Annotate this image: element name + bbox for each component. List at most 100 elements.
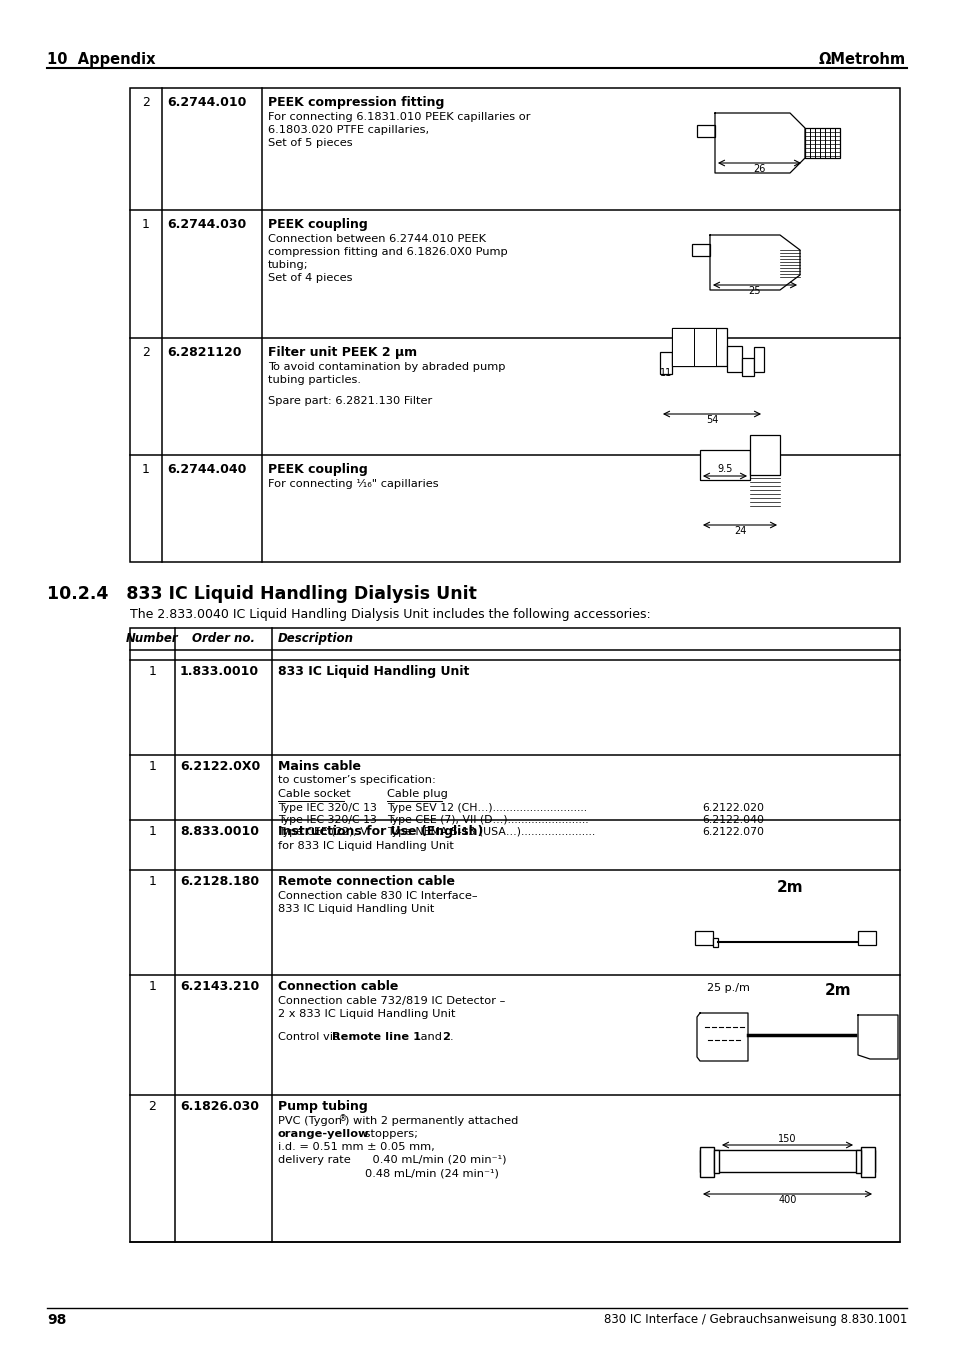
Text: i.d. = 0.51 mm ± 0.05 mm,: i.d. = 0.51 mm ± 0.05 mm,: [277, 1142, 435, 1152]
Bar: [693, 328, 716, 366]
Bar: [700, 1147, 713, 1177]
Bar: [861, 1147, 874, 1177]
Text: 6.1826.030: 6.1826.030: [180, 1100, 258, 1113]
Text: delivery rate      0.40 mL/min (20 min⁻¹): delivery rate 0.40 mL/min (20 min⁻¹): [277, 1155, 506, 1165]
Text: Type CEE (7), VII (D…)........................: Type CEE (7), VII (D…)..................…: [387, 815, 588, 825]
Text: stoppers;: stoppers;: [360, 1129, 417, 1139]
Text: 2: 2: [149, 1100, 156, 1113]
Text: Instructions for Use (English): Instructions for Use (English): [277, 825, 483, 838]
Text: Type IEC 320/C 13: Type IEC 320/C 13: [277, 815, 376, 825]
Text: Cable socket: Cable socket: [277, 789, 351, 798]
Text: 11: 11: [659, 367, 672, 378]
Text: Type CEE (22), V: Type CEE (22), V: [277, 827, 368, 838]
Text: 6.1803.020 PTFE capillaries,: 6.1803.020 PTFE capillaries,: [268, 126, 429, 135]
Text: 6.2744.010: 6.2744.010: [167, 96, 246, 109]
Text: 1: 1: [142, 463, 150, 476]
Bar: [726, 346, 741, 372]
Text: Connection between 6.2744.010 PEEK: Connection between 6.2744.010 PEEK: [268, 234, 485, 245]
Text: 830 IC Interface / Gebrauchsanweisung 8.830.1001: 830 IC Interface / Gebrauchsanweisung 8.…: [603, 1313, 906, 1325]
Text: and: and: [416, 1032, 445, 1042]
Text: Connection cable 732/819 IC Detector –: Connection cable 732/819 IC Detector –: [277, 996, 505, 1006]
Bar: [753, 347, 763, 372]
Bar: [741, 358, 753, 376]
Bar: [130, 628, 899, 1242]
Text: orange-yellow: orange-yellow: [277, 1129, 369, 1139]
Text: Type SEV 12 (CH…)............................: Type SEV 12 (CH…).......................…: [387, 802, 586, 813]
Text: for 833 IC Liquid Handling Unit: for 833 IC Liquid Handling Unit: [277, 842, 454, 851]
Text: Pump tubing: Pump tubing: [277, 1100, 367, 1113]
Text: 98: 98: [47, 1313, 67, 1327]
Text: 6.2128.180: 6.2128.180: [180, 875, 259, 888]
Text: ΩMetrohm: ΩMetrohm: [818, 51, 905, 68]
Text: 833 IC Liquid Handling Unit: 833 IC Liquid Handling Unit: [277, 904, 434, 915]
Text: 10.2.4   833 IC Liquid Handling Dialysis Unit: 10.2.4 833 IC Liquid Handling Dialysis U…: [47, 585, 476, 603]
Text: tubing;: tubing;: [268, 259, 309, 270]
Text: 2: 2: [142, 346, 150, 359]
Text: Type IEC 320/C 13: Type IEC 320/C 13: [277, 802, 376, 813]
Text: 1: 1: [149, 875, 156, 888]
Text: 833 IC Liquid Handling Unit: 833 IC Liquid Handling Unit: [277, 665, 469, 678]
Text: compression fitting and 6.1826.0X0 Pump: compression fitting and 6.1826.0X0 Pump: [268, 247, 507, 257]
Text: 24: 24: [733, 526, 745, 536]
Text: 6.2122.020: 6.2122.020: [701, 802, 763, 813]
Text: 1: 1: [149, 825, 156, 838]
Text: 2m: 2m: [823, 984, 850, 998]
Bar: [659, 353, 671, 374]
Text: 2: 2: [441, 1032, 450, 1042]
Text: 1: 1: [149, 979, 156, 993]
Polygon shape: [714, 113, 804, 173]
Bar: [671, 328, 693, 366]
Text: 2: 2: [142, 96, 150, 109]
Text: .: .: [450, 1032, 453, 1042]
Text: Remote line 1: Remote line 1: [332, 1032, 420, 1042]
Text: 6.2122.070: 6.2122.070: [701, 827, 763, 838]
Text: 6.2821120: 6.2821120: [167, 346, 241, 359]
Text: 1: 1: [149, 665, 156, 678]
Text: Cable plug: Cable plug: [387, 789, 447, 798]
Bar: [697, 126, 714, 136]
Text: 6.2143.210: 6.2143.210: [180, 979, 259, 993]
Text: 6.2122.0X0: 6.2122.0X0: [180, 761, 260, 773]
Text: 10  Appendix: 10 Appendix: [47, 51, 155, 68]
Text: To avoid contamination by abraded pump: To avoid contamination by abraded pump: [268, 362, 505, 372]
Text: 1.833.0010: 1.833.0010: [180, 665, 259, 678]
Text: 25: 25: [748, 286, 760, 296]
Polygon shape: [857, 1015, 897, 1059]
Polygon shape: [697, 1013, 747, 1061]
Text: Connection cable: Connection cable: [277, 979, 398, 993]
Polygon shape: [709, 235, 800, 290]
Text: PEEK coupling: PEEK coupling: [268, 463, 367, 476]
Text: ) with 2 permanently attached: ) with 2 permanently attached: [345, 1116, 517, 1125]
Text: Control via: Control via: [277, 1032, 343, 1042]
Text: tubing particles.: tubing particles.: [268, 376, 360, 385]
Text: PVC (Tygon: PVC (Tygon: [277, 1116, 341, 1125]
Text: Set of 5 pieces: Set of 5 pieces: [268, 138, 353, 149]
Text: Number: Number: [126, 632, 178, 644]
Text: 54: 54: [705, 415, 718, 426]
Text: 6.2122.040: 6.2122.040: [701, 815, 763, 825]
Text: For connecting 6.1831.010 PEEK capillaries or: For connecting 6.1831.010 PEEK capillari…: [268, 112, 530, 122]
Bar: [700, 450, 749, 480]
Bar: [749, 435, 780, 476]
Text: Description: Description: [277, 632, 354, 644]
Bar: [700, 1150, 874, 1173]
Text: 6.2744.040: 6.2744.040: [167, 463, 246, 476]
Text: Spare part: 6.2821.130 Filter: Spare part: 6.2821.130 Filter: [268, 396, 432, 407]
Text: Mains cable: Mains cable: [277, 761, 360, 773]
Text: The 2.833.0040 IC Liquid Handling Dialysis Unit includes the following accessori: The 2.833.0040 IC Liquid Handling Dialys…: [130, 608, 650, 621]
Bar: [712, 938, 718, 947]
Text: For connecting ¹⁄₁₆" capillaries: For connecting ¹⁄₁₆" capillaries: [268, 480, 438, 489]
Bar: [804, 128, 840, 158]
Text: 150: 150: [778, 1133, 796, 1144]
Text: 2m: 2m: [776, 880, 802, 894]
Text: to customer’s specification:: to customer’s specification:: [277, 775, 436, 785]
Bar: [691, 245, 709, 255]
Text: 1: 1: [149, 761, 156, 773]
Text: 9.5: 9.5: [717, 463, 732, 474]
Text: 8.833.0010: 8.833.0010: [180, 825, 258, 838]
Text: PEEK coupling: PEEK coupling: [268, 218, 367, 231]
Text: Filter unit PEEK 2 μm: Filter unit PEEK 2 μm: [268, 346, 416, 359]
Text: ®: ®: [338, 1115, 347, 1123]
Text: Connection cable 830 IC Interface–: Connection cable 830 IC Interface–: [277, 892, 477, 901]
Text: 1: 1: [142, 218, 150, 231]
